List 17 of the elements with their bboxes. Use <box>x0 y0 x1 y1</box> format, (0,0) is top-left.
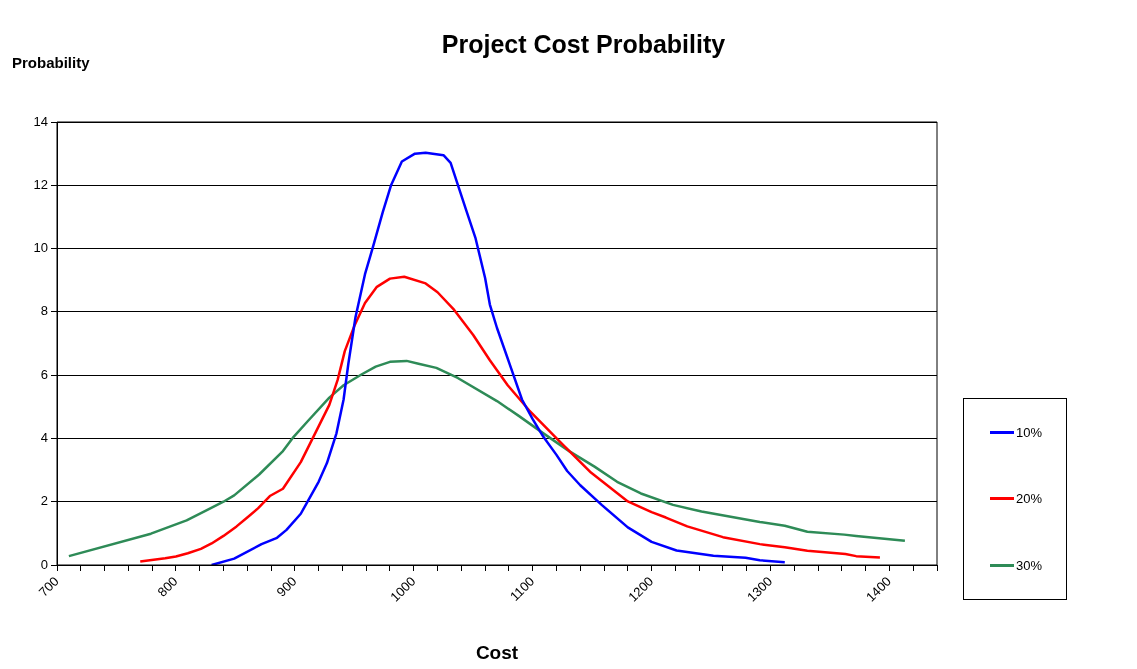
x-tick-label: 800 <box>154 573 181 600</box>
legend-label: 30% <box>1016 558 1043 574</box>
y-tick-label: 8 <box>40 303 48 319</box>
y-tick-label: 14 <box>33 113 48 129</box>
y-axis-title: Probability <box>12 54 90 71</box>
y-tick-label: 4 <box>40 430 48 446</box>
y-tick-label: 2 <box>40 493 48 509</box>
x-tick-label: 700 <box>35 573 62 600</box>
y-tick-label: 10 <box>33 240 48 256</box>
chart-title: Project Cost Probability <box>441 30 726 58</box>
y-tick-label: 12 <box>33 176 48 192</box>
legend-label: 10% <box>1016 424 1043 440</box>
x-tick-label: 900 <box>273 573 300 600</box>
y-tick-label: 0 <box>40 556 48 572</box>
y-tick-label: 6 <box>40 366 48 382</box>
legend-label: 20% <box>1016 491 1043 507</box>
x-axis-title: Cost <box>475 641 519 663</box>
